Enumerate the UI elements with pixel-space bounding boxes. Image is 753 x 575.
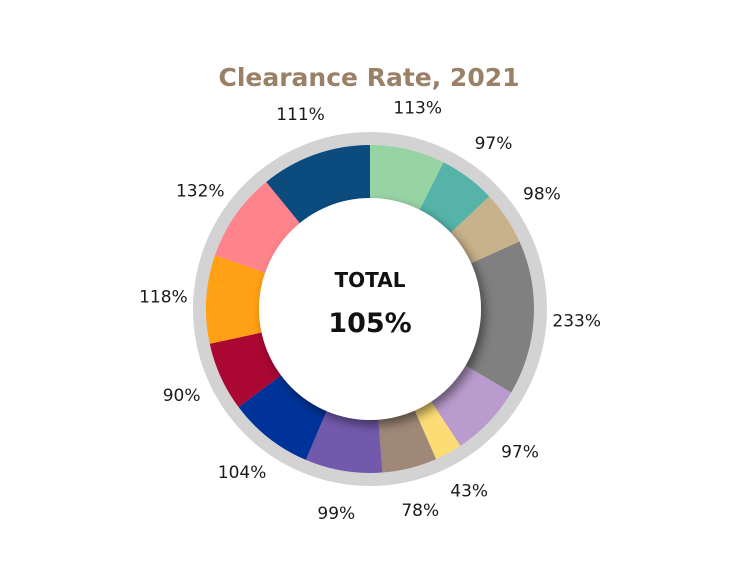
donut-slice: [205, 255, 272, 344]
donut-slice: [370, 145, 444, 217]
slice-value-label: 90%: [163, 386, 201, 406]
slice-labels: 113% 97% 98% 233% 97% 43% 78% 99% 104% 90% 118% 132…: [139, 99, 601, 525]
slice-value-label: 43%: [450, 482, 488, 502]
chart-title: Clearance Rate, 2021: [218, 63, 519, 92]
donut-slice: [445, 196, 520, 267]
slice-value-label: 97%: [475, 134, 513, 154]
donut-slice: [377, 404, 437, 473]
slice-value-label: 97%: [501, 443, 539, 463]
slice-value-label: 104%: [218, 463, 267, 483]
center-total-label: TOTAL: [335, 268, 406, 292]
slice-value-label: 233%: [552, 311, 601, 331]
slice-value-label: 98%: [523, 185, 561, 205]
donut-slice: [459, 241, 534, 393]
slice-value-label: 132%: [176, 182, 225, 202]
slice-value-label: 99%: [317, 504, 355, 524]
slice-value-label: 118%: [139, 288, 188, 308]
slice-value-label: 111%: [276, 105, 325, 125]
slice-value-label: 113%: [393, 99, 442, 119]
slice-value-label: 78%: [401, 501, 439, 521]
center-total-value: 105%: [328, 308, 411, 339]
donut-center-hole: [259, 198, 481, 420]
donut-slice: [416, 162, 490, 238]
donut-slice: [305, 404, 383, 473]
donut-slice: [411, 395, 461, 460]
